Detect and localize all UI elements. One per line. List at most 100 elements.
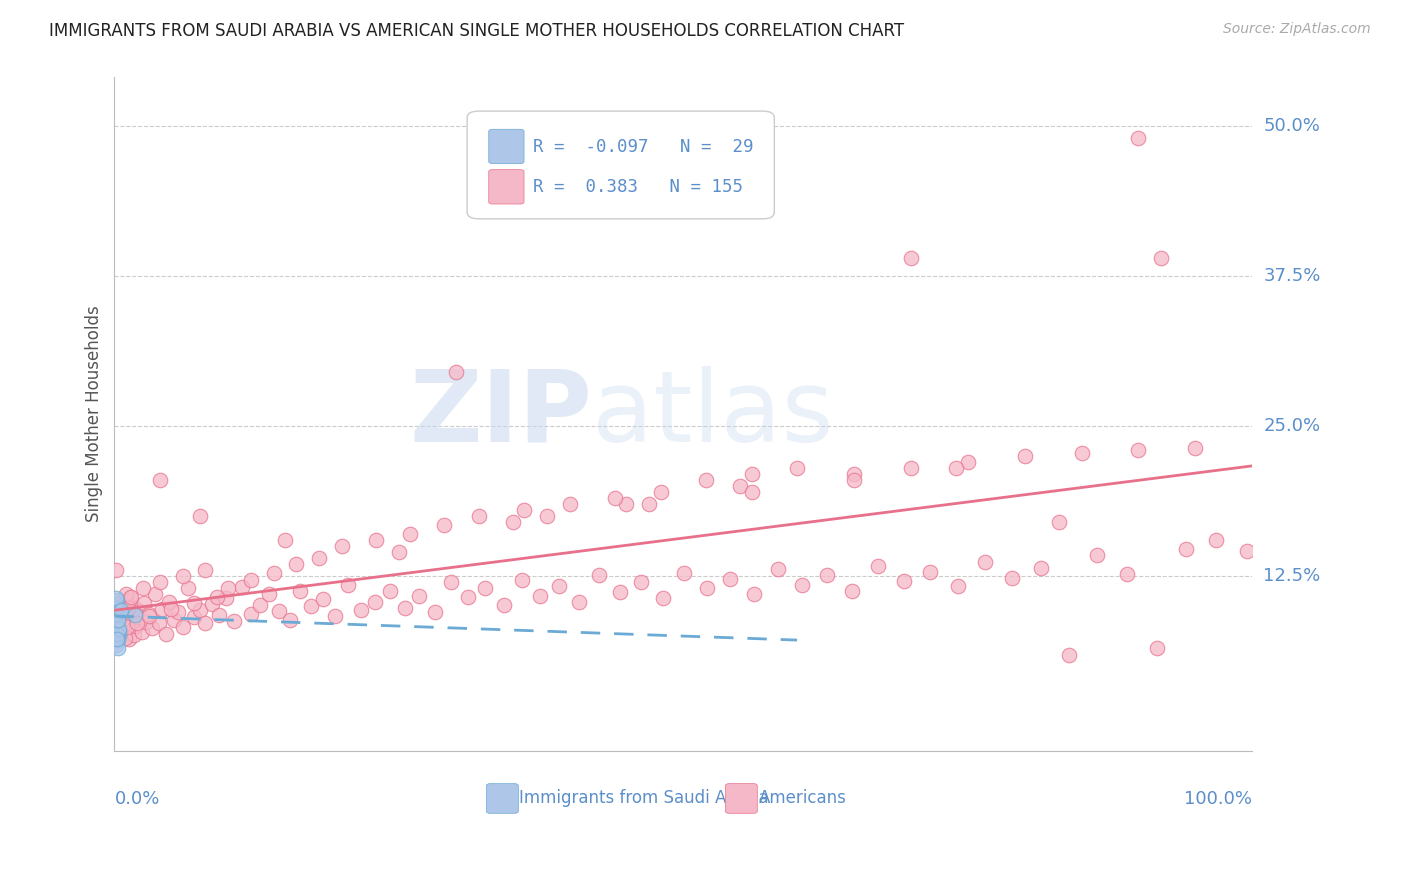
Point	[115, 621, 138, 635]
Point	[108, 625, 131, 640]
Point	[588, 568, 610, 582]
Text: R =  0.383   N = 155: R = 0.383 N = 155	[533, 178, 744, 195]
Point	[695, 473, 717, 487]
Point	[350, 603, 373, 617]
Point	[1236, 544, 1258, 558]
Point	[1205, 533, 1227, 548]
Point	[1116, 566, 1139, 581]
Point	[603, 491, 626, 506]
Point	[1128, 443, 1150, 458]
Point	[766, 562, 789, 576]
FancyBboxPatch shape	[486, 784, 519, 814]
Point	[257, 587, 280, 601]
Point	[124, 600, 146, 615]
Point	[122, 628, 145, 642]
Point	[141, 621, 163, 635]
Point	[394, 600, 416, 615]
Point	[104, 616, 127, 631]
Point	[1150, 251, 1173, 265]
Text: 25.0%: 25.0%	[1264, 417, 1320, 435]
Point	[162, 613, 184, 627]
Point	[110, 603, 132, 617]
Point	[107, 613, 129, 627]
Point	[741, 467, 763, 482]
Point	[110, 599, 132, 614]
Point	[378, 583, 401, 598]
Point	[742, 587, 765, 601]
Point	[107, 606, 129, 620]
Point	[330, 539, 353, 553]
Point	[188, 509, 211, 524]
Point	[474, 582, 496, 596]
Point	[433, 517, 456, 532]
Point	[114, 587, 136, 601]
Point	[104, 609, 127, 624]
Point	[529, 589, 551, 603]
Point	[124, 607, 146, 622]
Point	[112, 609, 135, 624]
Point	[104, 638, 127, 652]
Point	[201, 597, 224, 611]
Text: 0.0%: 0.0%	[114, 789, 160, 807]
Point	[108, 624, 131, 638]
Point	[114, 631, 136, 645]
Point	[536, 509, 558, 524]
Point	[117, 600, 139, 615]
Point	[121, 617, 143, 632]
Text: ZIP: ZIP	[409, 366, 592, 463]
Point	[120, 590, 142, 604]
Point	[558, 497, 581, 511]
Point	[108, 628, 131, 642]
Point	[510, 573, 533, 587]
Point	[105, 593, 128, 607]
Point	[842, 473, 865, 487]
Point	[399, 527, 422, 541]
Point	[104, 602, 127, 616]
Point	[1184, 441, 1206, 455]
Point	[548, 579, 571, 593]
Text: R =  -0.097   N =  29: R = -0.097 N = 29	[533, 137, 754, 156]
Point	[105, 631, 128, 645]
Point	[444, 365, 467, 379]
Point	[231, 580, 253, 594]
Point	[183, 610, 205, 624]
Point	[893, 574, 915, 589]
Point	[467, 509, 489, 524]
Point	[149, 473, 172, 487]
Point	[108, 604, 131, 618]
Point	[278, 613, 301, 627]
Point	[121, 590, 143, 604]
Point	[815, 568, 838, 582]
Point	[105, 600, 128, 615]
Text: Americans: Americans	[758, 789, 846, 807]
Point	[1057, 648, 1080, 662]
Point	[114, 625, 136, 640]
Point	[1014, 449, 1036, 463]
Point	[135, 615, 157, 629]
Point	[866, 558, 889, 573]
Point	[638, 497, 661, 511]
Point	[107, 633, 129, 648]
Point	[239, 607, 262, 621]
Point	[217, 582, 239, 596]
Text: IMMIGRANTS FROM SAUDI ARABIA VS AMERICAN SINGLE MOTHER HOUSEHOLDS CORRELATION CH: IMMIGRANTS FROM SAUDI ARABIA VS AMERICAN…	[49, 22, 904, 40]
Point	[149, 575, 172, 590]
Point	[946, 579, 969, 593]
Point	[145, 587, 167, 601]
Point	[108, 606, 131, 620]
Text: Source: ZipAtlas.com: Source: ZipAtlas.com	[1223, 22, 1371, 37]
Point	[1175, 541, 1198, 556]
Point	[108, 607, 131, 622]
Point	[408, 589, 430, 603]
Point	[108, 622, 131, 636]
Point	[104, 614, 127, 628]
Point	[728, 479, 751, 493]
Point	[105, 620, 128, 634]
Point	[115, 620, 138, 634]
Point	[299, 599, 322, 614]
Text: 100.0%: 100.0%	[1184, 789, 1253, 807]
Point	[194, 563, 217, 577]
Point	[104, 591, 127, 605]
Point	[107, 641, 129, 656]
Point	[128, 604, 150, 618]
